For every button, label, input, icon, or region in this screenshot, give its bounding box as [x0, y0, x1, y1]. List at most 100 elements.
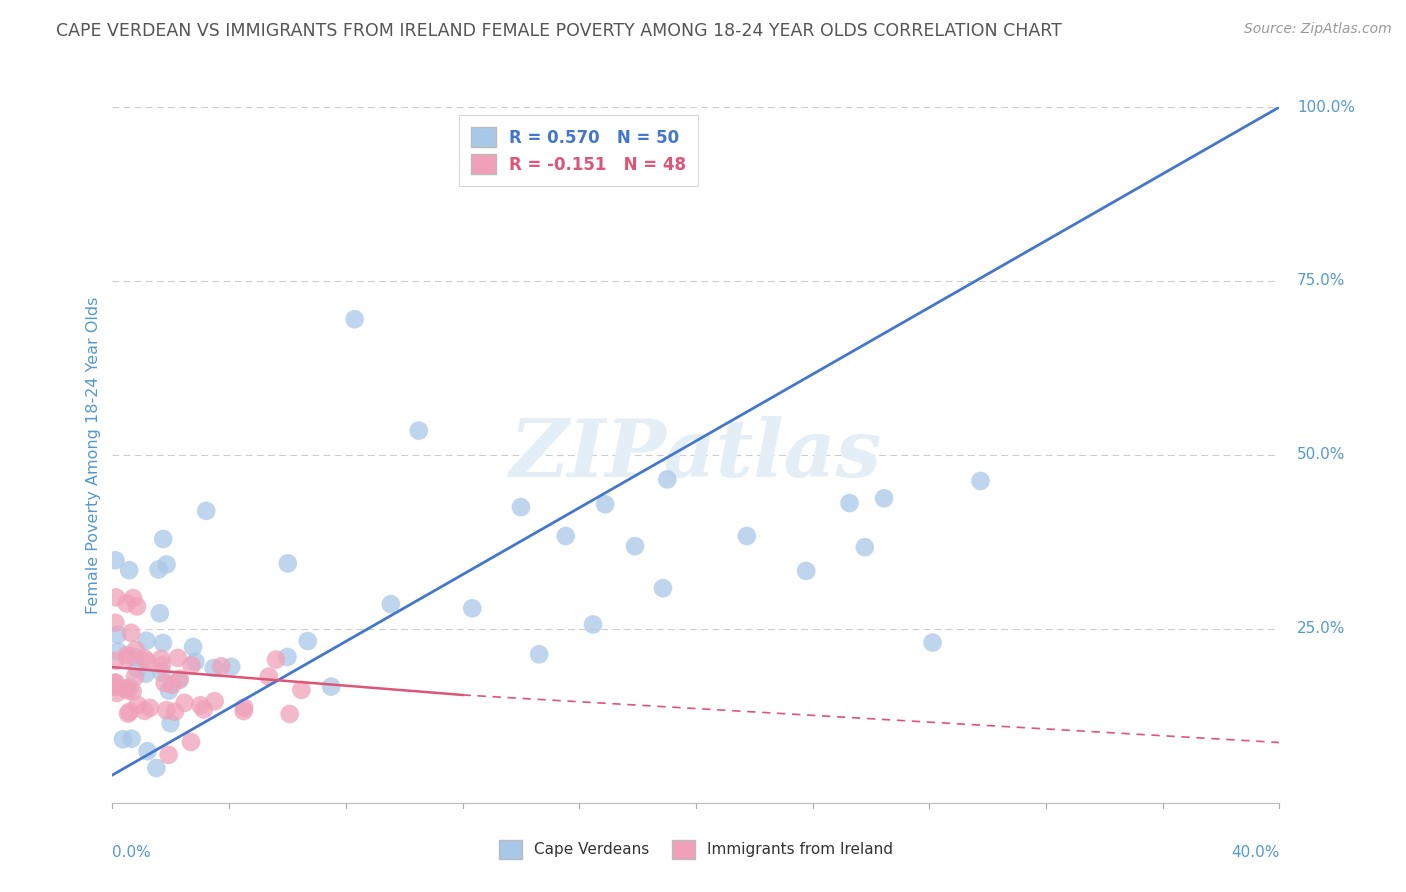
Point	[233, 700, 256, 714]
Point	[278, 706, 301, 721]
Point	[150, 665, 173, 680]
Point	[134, 651, 156, 665]
Text: 0.0%: 0.0%	[112, 845, 152, 860]
Point	[380, 597, 402, 611]
Point	[735, 529, 758, 543]
Point	[157, 747, 180, 762]
Point	[157, 683, 180, 698]
Point	[120, 626, 142, 640]
Point	[921, 635, 943, 649]
Point	[125, 643, 148, 657]
Point	[219, 660, 242, 674]
Point	[169, 672, 191, 686]
Point	[153, 676, 176, 690]
Text: 100.0%: 100.0%	[1296, 100, 1355, 114]
Point	[104, 676, 127, 690]
Point	[184, 655, 207, 669]
Legend: Cape Verdeans, Immigrants from Ireland: Cape Verdeans, Immigrants from Ireland	[492, 834, 900, 864]
Point	[107, 644, 129, 658]
Point	[104, 680, 127, 694]
Point	[163, 705, 186, 719]
Point	[121, 731, 143, 746]
Point	[117, 651, 139, 665]
Point	[169, 673, 191, 687]
Text: 50.0%: 50.0%	[1296, 448, 1346, 462]
Point	[104, 553, 127, 567]
Point	[461, 601, 484, 615]
Text: Source: ZipAtlas.com: Source: ZipAtlas.com	[1244, 22, 1392, 37]
Point	[204, 694, 226, 708]
Point	[321, 680, 343, 694]
Point	[162, 678, 184, 692]
Point	[105, 686, 128, 700]
Point	[190, 698, 212, 713]
Point	[104, 675, 127, 690]
Text: 40.0%: 40.0%	[1232, 845, 1279, 860]
Point	[343, 312, 366, 326]
Point	[111, 732, 134, 747]
Point	[277, 557, 299, 571]
Point	[118, 563, 141, 577]
Text: ZIPatlas: ZIPatlas	[510, 417, 882, 493]
Point	[150, 658, 173, 673]
Point	[115, 648, 138, 662]
Point	[104, 615, 127, 630]
Point	[114, 681, 136, 696]
Point	[127, 698, 149, 712]
Point	[150, 652, 173, 666]
Point	[873, 491, 896, 506]
Point	[122, 591, 145, 606]
Point	[159, 716, 181, 731]
Point	[195, 504, 218, 518]
Point	[104, 654, 127, 668]
Text: CAPE VERDEAN VS IMMIGRANTS FROM IRELAND FEMALE POVERTY AMONG 18-24 YEAR OLDS COR: CAPE VERDEAN VS IMMIGRANTS FROM IRELAND …	[56, 22, 1062, 40]
Point	[582, 617, 605, 632]
Point	[527, 647, 550, 661]
Point	[125, 599, 148, 614]
Text: 25.0%: 25.0%	[1296, 622, 1346, 636]
Point	[127, 662, 149, 676]
Point	[117, 683, 139, 698]
Point	[657, 472, 679, 486]
Point	[276, 649, 298, 664]
Text: 75.0%: 75.0%	[1296, 274, 1346, 288]
Point	[152, 532, 174, 546]
Point	[149, 607, 172, 621]
Point	[124, 670, 146, 684]
Point	[853, 540, 876, 554]
Point	[121, 684, 143, 698]
Point	[134, 704, 156, 718]
Point	[290, 682, 312, 697]
Point	[145, 761, 167, 775]
Point	[139, 701, 162, 715]
Point	[173, 696, 195, 710]
Point	[408, 424, 430, 438]
Point	[624, 539, 647, 553]
Point	[155, 558, 177, 572]
Point	[969, 474, 991, 488]
Point	[135, 654, 157, 668]
Point	[297, 634, 319, 648]
Point	[209, 659, 232, 673]
Point	[838, 496, 860, 510]
Point	[124, 650, 146, 665]
Point	[118, 705, 141, 719]
Point	[794, 564, 817, 578]
Point	[167, 651, 190, 665]
Point	[135, 666, 157, 681]
Point	[107, 628, 129, 642]
Point	[148, 562, 170, 576]
Point	[118, 681, 141, 695]
Point	[264, 652, 287, 666]
Point	[115, 597, 138, 611]
Point	[155, 703, 177, 717]
Point	[135, 633, 157, 648]
Point	[652, 581, 675, 595]
Point	[232, 704, 254, 718]
Point	[136, 744, 159, 758]
Point	[117, 706, 139, 721]
Point	[257, 670, 280, 684]
Point	[554, 529, 576, 543]
Point	[181, 640, 204, 654]
Point	[202, 661, 225, 675]
